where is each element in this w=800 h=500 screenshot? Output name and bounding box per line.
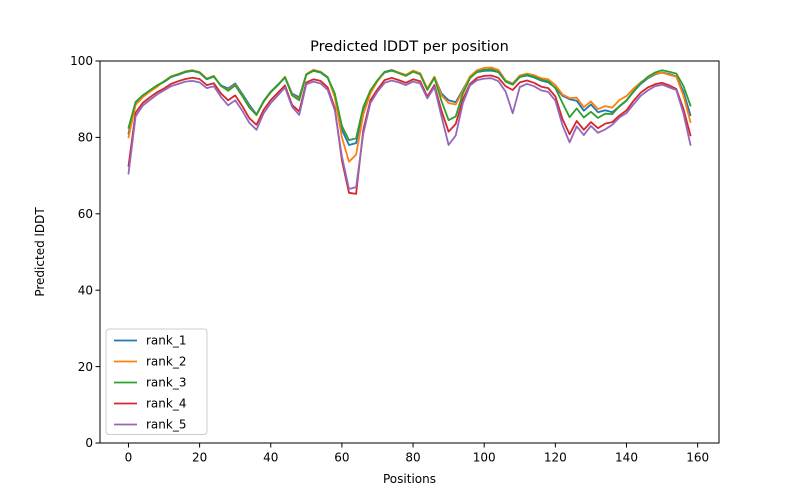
y-tick-label: 0 [85, 436, 93, 450]
x-axis-ticks: 0 20 40 60 80 100 120 140 160 [125, 443, 709, 465]
x-tick-label: 160 [686, 451, 709, 465]
x-axis-label: Positions [383, 472, 436, 486]
x-tick-label: 80 [405, 451, 420, 465]
y-tick-label: 20 [78, 360, 93, 374]
x-tick-label: 40 [263, 451, 278, 465]
x-tick-label: 0 [125, 451, 133, 465]
y-tick-label: 60 [78, 207, 93, 221]
legend-label-rank_2: rank_2 [146, 355, 186, 369]
x-tick-label: 120 [544, 451, 567, 465]
series-line-rank_4 [127, 74, 692, 195]
x-tick-label: 20 [192, 451, 207, 465]
x-tick-label: 140 [615, 451, 638, 465]
chart-title: Predicted lDDT per position [310, 39, 509, 55]
y-axis-ticks: 0 20 40 60 80 100 [70, 54, 100, 450]
y-tick-label: 40 [78, 283, 93, 297]
x-tick-label: 60 [334, 451, 349, 465]
legend: rank_1 rank_2 rank_3 rank_4 rank_5 [105, 328, 208, 435]
legend-box [105, 328, 208, 435]
legend-label-rank_5: rank_5 [146, 418, 186, 432]
series-line-rank_5 [127, 77, 692, 190]
y-tick-label: 100 [70, 54, 93, 68]
legend-label-rank_3: rank_3 [146, 376, 186, 390]
legend-label-rank_1: rank_1 [146, 334, 186, 348]
y-tick-label: 80 [78, 131, 93, 145]
series-line-rank_3 [127, 68, 692, 142]
y-axis-label: Predicted lDDT [33, 207, 47, 297]
legend-label-rank_4: rank_4 [146, 397, 186, 411]
series-lines [127, 66, 692, 195]
plot-frame [99, 60, 720, 444]
x-tick-label: 100 [473, 451, 496, 465]
